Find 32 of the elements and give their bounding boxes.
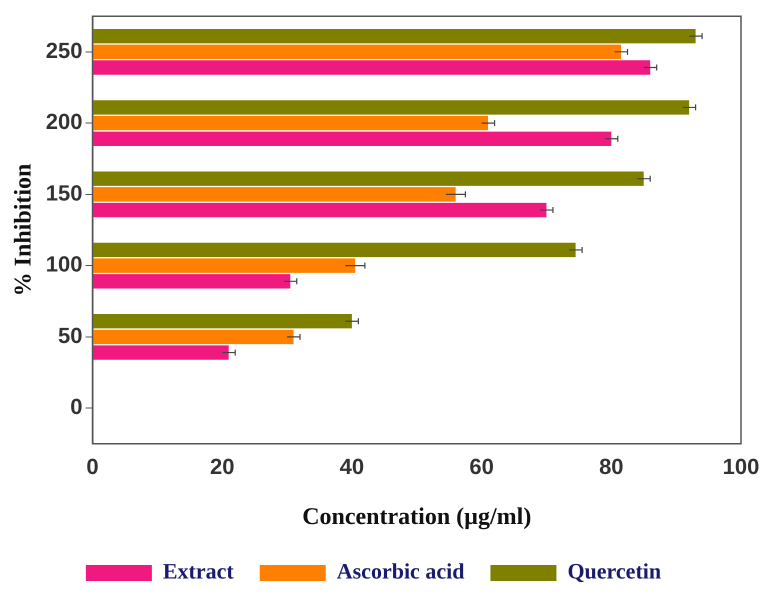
bar	[92, 242, 576, 258]
y-tick-label: 250	[46, 38, 83, 63]
y-axis-title: % Inhibition	[10, 164, 37, 296]
bar	[92, 44, 622, 60]
bar	[92, 116, 488, 130]
bar	[92, 60, 650, 75]
y-tick-label: 200	[46, 109, 83, 134]
bar	[92, 100, 690, 115]
bar	[92, 330, 294, 344]
legend-label: Ascorbic acid	[336, 558, 464, 584]
y-tick-label: 100	[46, 252, 83, 277]
legend-label: Quercetin	[567, 558, 662, 584]
x-axis-title: Concentration (µg/ml)	[302, 504, 532, 530]
bar	[92, 345, 229, 360]
x-tick-label: 100	[722, 454, 760, 480]
y-tick-label: 150	[46, 180, 83, 206]
x-tick-label: 40	[340, 454, 364, 480]
bar	[92, 132, 612, 146]
bar	[92, 314, 352, 328]
bar	[92, 171, 644, 186]
bar	[92, 274, 290, 289]
bar	[92, 258, 356, 273]
y-tick-label: 0	[70, 394, 83, 420]
x-tick-label: 60	[469, 454, 494, 480]
x-tick-label: 20	[210, 454, 234, 480]
bar	[92, 187, 456, 202]
x-tick-label: 80	[599, 454, 624, 480]
x-tick-label: 0	[86, 454, 99, 480]
bar	[92, 28, 696, 44]
bar	[92, 202, 546, 218]
y-tick-label: 50	[58, 322, 83, 348]
legend-label: Extract	[162, 558, 234, 584]
